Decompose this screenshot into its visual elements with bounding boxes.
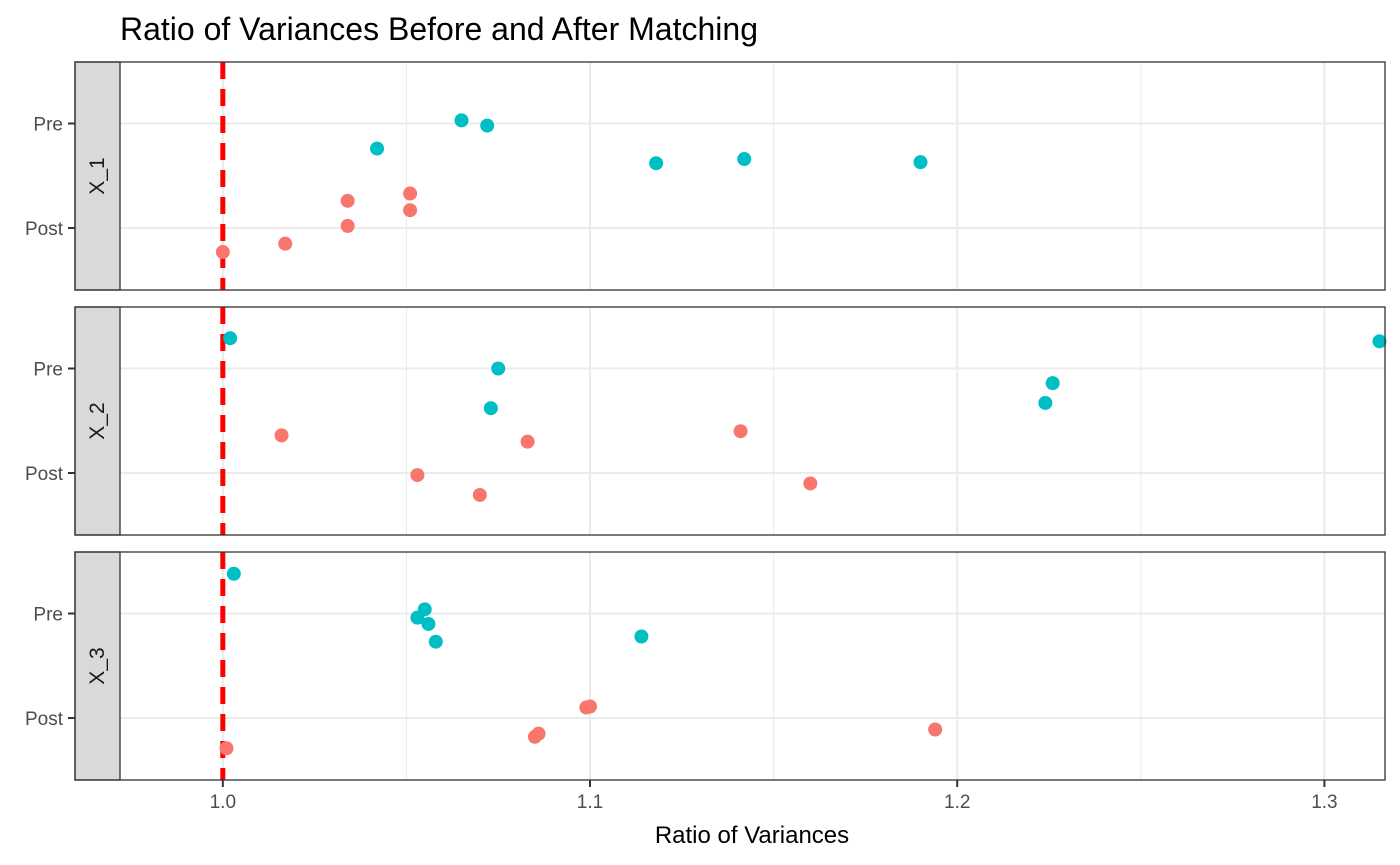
point-pre — [223, 331, 238, 346]
point-post — [803, 476, 818, 491]
chart-title: Ratio of Variances Before and After Matc… — [120, 11, 758, 47]
point-post — [278, 236, 293, 251]
x-tick-label: 1.1 — [577, 792, 603, 813]
point-pre — [913, 155, 928, 170]
point-pre — [480, 118, 495, 133]
point-post — [403, 186, 418, 201]
panel-border — [74, 551, 1386, 781]
facet-strip — [74, 551, 121, 781]
x-axis-title: Ratio of Variances — [655, 822, 849, 849]
panel-border — [74, 61, 1386, 291]
point-post — [733, 424, 748, 439]
point-post — [340, 218, 355, 233]
facet-strip-label: X_1 — [86, 157, 109, 194]
point-post — [403, 203, 418, 218]
point-pre — [737, 152, 752, 167]
point-post — [520, 434, 535, 449]
point-pre — [491, 361, 506, 376]
point-post — [219, 741, 234, 756]
point-pre — [1038, 395, 1053, 410]
x-tick-label: 1.0 — [210, 792, 236, 813]
point-post — [928, 722, 943, 737]
panel-background — [120, 307, 1385, 535]
point-pre — [1045, 376, 1060, 391]
point-pre — [1372, 334, 1387, 349]
panel-background — [120, 62, 1385, 290]
y-tick-label-pre: Pre — [33, 115, 63, 136]
facet-strip — [74, 61, 121, 291]
facet-strip-label: X_3 — [86, 647, 109, 684]
point-pre — [226, 566, 241, 581]
point-post — [527, 729, 542, 744]
x-tick-label: 1.2 — [944, 792, 970, 813]
facet-strip — [74, 306, 121, 536]
y-tick-label-post: Post — [25, 219, 64, 240]
facet-panel-x-1: Post Pre X_1 — [25, 61, 1386, 291]
y-tick-label-post: Post — [25, 709, 64, 730]
y-tick-label-pre: Pre — [33, 360, 63, 381]
panel-background — [120, 552, 1385, 780]
point-pre — [370, 141, 385, 156]
point-pre — [428, 634, 443, 649]
y-tick-label-post: Post — [25, 464, 64, 485]
x-tick-label: 1.3 — [1311, 792, 1337, 813]
point-pre — [634, 629, 649, 644]
point-pre — [483, 401, 498, 416]
point-pre — [649, 156, 664, 171]
point-post — [274, 428, 289, 443]
y-tick-label-pre: Pre — [33, 605, 63, 626]
point-post — [340, 193, 355, 208]
point-pre — [421, 616, 436, 631]
point-pre — [454, 113, 469, 128]
facet-panels: Post Pre X_1 Post Pre X_2 Post Pre X_3 — [25, 61, 1387, 781]
facet-strip-label: X_2 — [86, 402, 109, 439]
point-post — [472, 487, 487, 502]
facet-panel-x-3: Post Pre X_3 — [25, 551, 1386, 781]
facet-panel-x-2: Post Pre X_2 — [25, 306, 1387, 536]
point-pre — [410, 610, 425, 625]
point-post — [583, 699, 598, 714]
x-axis: 1.0 1.1 1.2 1.3 — [210, 780, 1338, 813]
point-post — [410, 468, 425, 483]
panel-border — [74, 306, 1386, 536]
point-post — [215, 245, 230, 260]
